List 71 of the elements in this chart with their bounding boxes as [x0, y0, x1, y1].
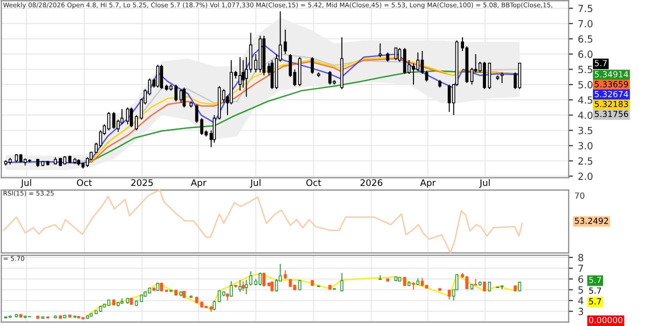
- x-tick-label: Apr: [420, 179, 436, 188]
- candlestick: [488, 282, 492, 292]
- text: 70: [575, 192, 584, 199]
- y-tick-label: 2.5: [578, 157, 592, 165]
- x-tick-label: 2025: [131, 179, 153, 186]
- x-tick-label: Jul: [20, 179, 32, 188]
- text: 5.7: [594, 60, 607, 66]
- candlestick: [518, 282, 522, 292]
- candlestick: [412, 62, 416, 86]
- candlestick: [386, 52, 390, 62]
- candlestick: [212, 114, 216, 144]
- y-tick-label: 3: [578, 308, 584, 316]
- x-tick-label: Oct: [306, 179, 322, 186]
- candlestick: [274, 278, 278, 292]
- y-tick-label: 3.0: [578, 142, 592, 150]
- candlestick: [394, 47, 398, 61]
- candlestick: [160, 64, 164, 90]
- text: 5.7: [589, 298, 602, 304]
- candlestick: [242, 280, 245, 292]
- y-tick-label: 4: [578, 297, 584, 304]
- y-tick-label: 7.0: [578, 20, 592, 28]
- x-tick-label: 2026: [360, 179, 382, 186]
- y-tick-label: 6.5: [578, 35, 592, 43]
- text: 5.34914: [594, 71, 628, 78]
- line-series: [86, 272, 520, 316]
- text: 5.32674: [594, 90, 628, 98]
- candlestick: [230, 280, 233, 298]
- x-tick-label: Apr: [190, 179, 206, 188]
- candlestick: [174, 84, 178, 102]
- y-tick-label: 8: [578, 254, 584, 262]
- text: 0.00000: [589, 316, 622, 324]
- candlestick: [284, 29, 287, 55]
- candlestick: [403, 47, 406, 74]
- candlestick: [500, 72, 504, 84]
- candlestick: [212, 300, 216, 311]
- y-tick-label: 6: [578, 275, 584, 283]
- candlestick: [182, 87, 186, 108]
- candlestick: [262, 272, 266, 287]
- candlestick: [134, 114, 138, 131]
- text: 5.31756: [594, 110, 628, 118]
- candlestick: [270, 280, 274, 292]
- y-tick-label: 5.5: [578, 66, 592, 74]
- candlestick: [179, 88, 183, 104]
- text: 5.32183: [594, 100, 628, 108]
- y-tick-label: 2.0: [578, 172, 592, 180]
- y-tick-label: 4.0: [578, 112, 592, 119]
- y-tick-label: 5: [578, 286, 584, 294]
- text: 5.33659: [594, 81, 628, 88]
- text: 53.2492: [574, 218, 608, 224]
- candlestick: [448, 84, 451, 113]
- x-tick-label: Oct: [76, 179, 92, 186]
- x-tick-label: Jul: [250, 179, 260, 188]
- candlestick: [126, 106, 130, 125]
- candlestick: [398, 47, 402, 62]
- y-tick-label: 3.5: [578, 126, 592, 134]
- x-tick-label: Jul: [479, 179, 490, 188]
- y-tick-label: 7: [578, 264, 584, 272]
- candlestick: [130, 106, 133, 128]
- y-tick-label: 6.0: [578, 50, 592, 58]
- text: 5.7: [589, 276, 602, 284]
- candlestick: [340, 272, 344, 292]
- y-tick-label: 4.5: [578, 96, 592, 104]
- text: 5.7: [589, 288, 602, 294]
- y-tick-label: 5.0: [578, 81, 592, 88]
- candlestick: [298, 280, 302, 291]
- candlestick: [238, 280, 242, 292]
- candlestick: [156, 64, 160, 88]
- y-tick-label: 7.5: [578, 4, 592, 12]
- candlestick: [482, 281, 486, 292]
- candlestick: [310, 56, 314, 74]
- candlestick: [378, 42, 382, 58]
